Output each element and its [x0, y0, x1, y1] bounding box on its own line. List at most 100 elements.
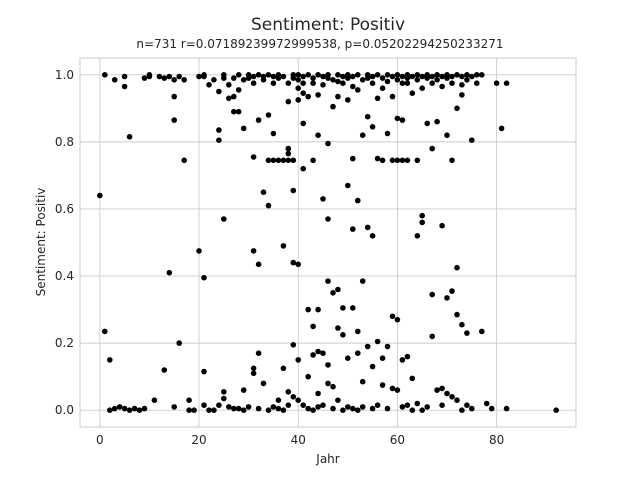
- data-point: [285, 98, 292, 105]
- data-point: [340, 305, 346, 311]
- data-point: [374, 155, 381, 162]
- y-tick-label: 0.2: [55, 336, 74, 350]
- data-point: [285, 150, 292, 157]
- data-point: [295, 85, 302, 91]
- data-point: [310, 323, 316, 330]
- data-point: [404, 402, 411, 409]
- data-point: [226, 404, 232, 410]
- data-point: [389, 157, 396, 164]
- data-point: [384, 405, 391, 412]
- data-point: [409, 90, 416, 96]
- data-point: [240, 407, 247, 414]
- data-point: [176, 73, 182, 80]
- data-point: [369, 73, 376, 80]
- data-point: [379, 355, 386, 362]
- data-point: [320, 73, 326, 80]
- data-point: [369, 233, 376, 239]
- data-point: [325, 362, 331, 368]
- data-point: [355, 197, 361, 204]
- data-point: [449, 80, 455, 86]
- data-point: [111, 77, 118, 83]
- data-point: [201, 402, 207, 409]
- data-point: [419, 73, 426, 80]
- data-point: [394, 157, 401, 164]
- data-point: [325, 278, 331, 284]
- data-point: [355, 87, 361, 93]
- data-point: [325, 75, 331, 81]
- data-point: [280, 243, 287, 249]
- data-point: [474, 72, 480, 78]
- data-point: [265, 72, 272, 78]
- data-point: [181, 157, 187, 164]
- y-tick-label: 0.4: [55, 269, 74, 283]
- data-point: [459, 73, 465, 80]
- data-point: [235, 405, 242, 412]
- data-point: [350, 405, 356, 412]
- data-point: [439, 73, 445, 80]
- data-point: [206, 407, 212, 414]
- chart-title: Sentiment: Positiv: [251, 15, 405, 35]
- data-point: [300, 402, 307, 409]
- data-point: [320, 350, 326, 357]
- data-point: [335, 78, 341, 85]
- data-point: [231, 93, 237, 100]
- data-point: [379, 157, 386, 164]
- data-point: [295, 77, 302, 83]
- data-point: [493, 80, 500, 86]
- data-point: [399, 357, 406, 363]
- data-point: [483, 400, 490, 407]
- data-point: [369, 124, 376, 130]
- data-point: [315, 390, 321, 397]
- data-point: [290, 187, 297, 194]
- data-point: [131, 405, 138, 412]
- y-tick-label: 0.6: [55, 202, 74, 216]
- data-point: [424, 404, 431, 410]
- data-point: [330, 103, 336, 110]
- data-point: [340, 73, 346, 80]
- data-point: [310, 80, 316, 86]
- data-point: [320, 402, 326, 409]
- data-point: [161, 367, 168, 373]
- data-point: [424, 75, 431, 81]
- data-point: [414, 233, 421, 239]
- data-point: [141, 75, 148, 81]
- data-point: [394, 115, 401, 122]
- data-point: [374, 95, 381, 102]
- data-point: [350, 305, 356, 311]
- data-point: [355, 72, 361, 78]
- data-point: [444, 295, 450, 301]
- data-point: [459, 82, 465, 88]
- data-point: [444, 390, 450, 397]
- data-point: [330, 405, 336, 412]
- data-point: [364, 343, 371, 350]
- data-point: [449, 73, 455, 80]
- data-point: [454, 397, 460, 404]
- data-point: [479, 72, 485, 78]
- data-point: [364, 113, 371, 120]
- data-point: [414, 72, 421, 78]
- data-point: [320, 82, 326, 88]
- data-point: [479, 328, 485, 335]
- data-point: [285, 145, 292, 152]
- data-point: [240, 387, 247, 393]
- data-point: [374, 402, 381, 409]
- data-point: [434, 118, 440, 125]
- y-tick-label: 1.0: [55, 68, 74, 82]
- data-point: [136, 407, 143, 414]
- data-point: [340, 407, 346, 414]
- data-point: [464, 330, 470, 336]
- data-point: [310, 157, 316, 164]
- data-point: [414, 400, 421, 407]
- data-point: [166, 73, 173, 80]
- data-point: [285, 157, 292, 164]
- data-point: [265, 407, 272, 414]
- data-point: [201, 368, 207, 375]
- data-point: [335, 325, 341, 331]
- data-point: [300, 90, 307, 96]
- data-point: [305, 93, 312, 100]
- data-point: [384, 130, 391, 137]
- data-point: [186, 407, 192, 414]
- data-point: [166, 269, 173, 276]
- data-point: [419, 219, 426, 226]
- data-point: [449, 394, 455, 400]
